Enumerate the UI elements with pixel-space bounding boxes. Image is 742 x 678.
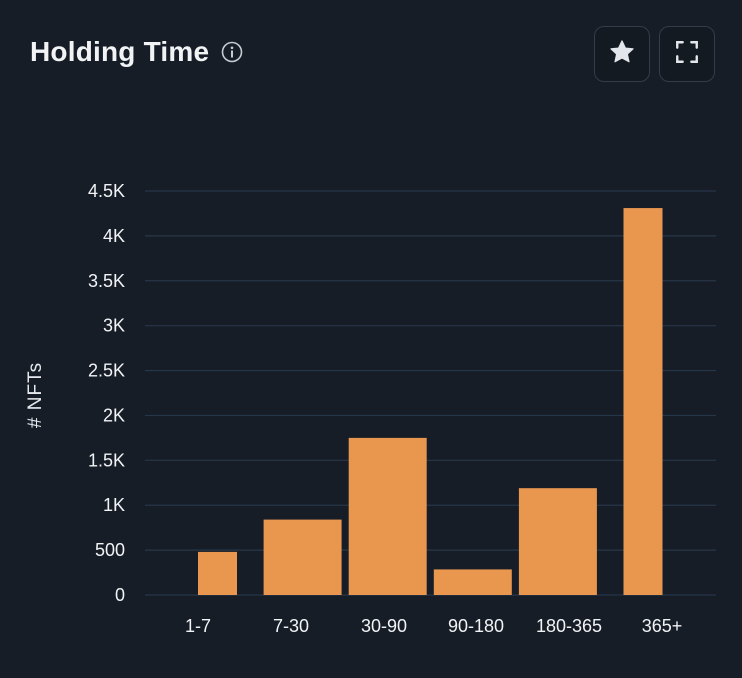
expand-icon	[674, 39, 700, 70]
y-tick-label: 3K	[103, 316, 125, 336]
favorite-button[interactable]	[594, 26, 650, 82]
y-tick-label: 2K	[103, 405, 125, 425]
bar-90-180[interactable]	[433, 569, 512, 595]
bar-365+[interactable]	[623, 208, 663, 595]
y-tick-label: 1.5K	[88, 450, 125, 470]
x-tick-label: 180-365	[536, 616, 602, 636]
y-tick-label: 1K	[103, 495, 125, 515]
x-tick-label: 30-90	[361, 616, 407, 636]
card-title: Holding Time	[30, 36, 210, 67]
star-icon	[608, 38, 636, 71]
card-header: Holding Time	[30, 36, 243, 68]
bar-30-90[interactable]	[348, 437, 427, 595]
y-tick-label: 500	[95, 540, 125, 560]
x-tick-label: 90-180	[448, 616, 504, 636]
y-tick-label: 4.5K	[88, 181, 125, 201]
info-circle-icon[interactable]	[221, 41, 243, 63]
bar-7-30[interactable]	[263, 519, 342, 595]
bar-180-365[interactable]	[518, 488, 597, 595]
y-tick-label: 0	[115, 585, 125, 605]
y-tick-label: 2.5K	[88, 361, 125, 381]
expand-button[interactable]	[659, 26, 715, 82]
x-tick-label: 7-30	[273, 616, 309, 636]
bar-1-7[interactable]	[198, 551, 237, 595]
y-tick-label: 4K	[103, 226, 125, 246]
x-tick-label: 1-7	[185, 616, 211, 636]
y-tick-label: 3.5K	[88, 271, 125, 291]
x-tick-label: 365+	[642, 616, 683, 636]
